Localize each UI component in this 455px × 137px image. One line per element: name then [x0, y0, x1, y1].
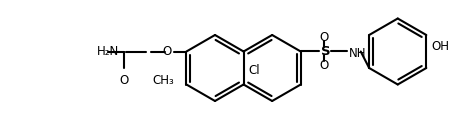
Text: O: O	[162, 45, 172, 58]
Text: Cl: Cl	[248, 64, 260, 76]
Text: O: O	[319, 59, 329, 72]
Text: OH: OH	[431, 40, 450, 53]
Text: H₂N: H₂N	[97, 45, 119, 58]
Text: O: O	[120, 73, 129, 86]
Text: S: S	[321, 45, 330, 58]
Text: O: O	[319, 31, 329, 44]
Text: NH: NH	[349, 47, 366, 60]
Text: CH₃: CH₃	[153, 74, 174, 87]
